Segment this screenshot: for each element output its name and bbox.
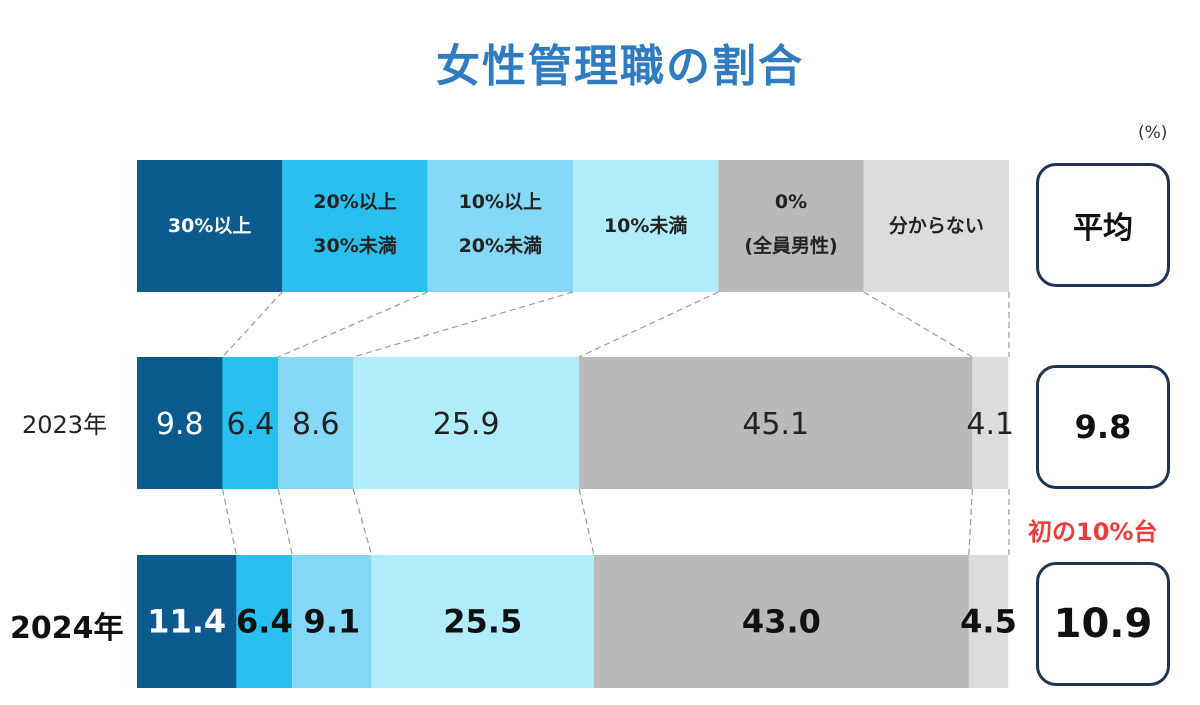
legend-segment-1 (282, 160, 428, 292)
data-label-2024年-0: 11.4 (147, 603, 226, 641)
connector-legend-2023-1 (222, 291, 283, 358)
connector-2023-2024-4 (578, 488, 595, 556)
bar-2023年-4 (579, 357, 973, 489)
legend-label-1-line1: 20%以上 (313, 191, 396, 213)
legend-segment-5 (863, 160, 1009, 292)
data-label-2023年-5: 4.1 (966, 407, 1014, 442)
bar-2024年-1 (236, 555, 293, 688)
bar-2023年-5 (972, 357, 1009, 489)
bar-2024年-4 (593, 555, 969, 688)
connector-legend-2023-2 (278, 291, 428, 358)
legend-label-3: 10%未満 (604, 214, 687, 237)
data-label-2023年-2: 8.6 (292, 407, 340, 442)
connector-2023-2024-3 (352, 488, 373, 556)
data-label-2023年-4: 45.1 (742, 407, 809, 442)
bar-2023年-3 (353, 357, 580, 489)
connector-2023-2024-1 (221, 488, 237, 556)
average-value-2024: 10.9 (1053, 601, 1153, 647)
bar-2023年-1 (222, 357, 279, 489)
average-header-label: 平均 (1073, 211, 1133, 246)
average-box-2024: 10.9 (1036, 562, 1170, 686)
average-box-2023: 9.8 (1036, 365, 1170, 489)
data-label-2024年-2: 9.1 (304, 603, 361, 641)
connector-legend-2023-5 (863, 291, 973, 358)
data-label-2023年-1: 6.4 (227, 407, 275, 442)
bar-2024年-3 (371, 555, 594, 688)
bar-2023年-2 (278, 357, 354, 489)
data-label-2024年-4: 43.0 (742, 603, 821, 641)
legend-segment-3 (573, 160, 719, 292)
bar-2023年-0 (137, 357, 223, 489)
connector-legend-2023-4 (578, 291, 719, 358)
connector-legend-2023-3 (353, 291, 574, 358)
bar-2024年-5 (968, 555, 1009, 688)
connector-2023-2024-2 (277, 488, 293, 556)
average-header-box: 平均 (1036, 163, 1170, 287)
legend-label-2-line2: 20%未満 (459, 234, 542, 257)
legend-label-0: 30%以上 (168, 215, 251, 237)
legend-segment-0 (137, 160, 283, 292)
legend-segment-2 (427, 160, 573, 292)
data-label-2024年-3: 25.5 (443, 603, 522, 641)
bar-2024年-2 (292, 555, 372, 688)
row-label-2024: 2024年 (10, 611, 124, 646)
first-10-percent-note: 初の10%台 (1028, 518, 1158, 546)
unit-label: (%) (1138, 123, 1168, 143)
data-label-2023年-0: 9.8 (156, 407, 204, 442)
legend-segment-4 (718, 160, 864, 292)
data-label-2024年-1: 6.4 (236, 603, 293, 641)
average-value-2023: 9.8 (1074, 408, 1132, 446)
connector-2023-2024-5 (968, 488, 973, 556)
data-label-2023年-3: 25.9 (433, 407, 500, 442)
data-label-2024年-5: 4.5 (960, 603, 1017, 641)
legend-label-4-line1: 0% (775, 191, 807, 213)
row-label-2023: 2023年 (22, 411, 108, 439)
legend-label-4-line2: (全員男性) (744, 234, 837, 257)
bar-2024年-0 (137, 555, 237, 688)
legend-label-1-line2: 30%未満 (313, 234, 396, 257)
legend-label-5: 分からない (889, 215, 984, 237)
legend-label-2-line1: 10%以上 (459, 191, 542, 213)
chart-title: 女性管理職の割合 (436, 41, 804, 92)
